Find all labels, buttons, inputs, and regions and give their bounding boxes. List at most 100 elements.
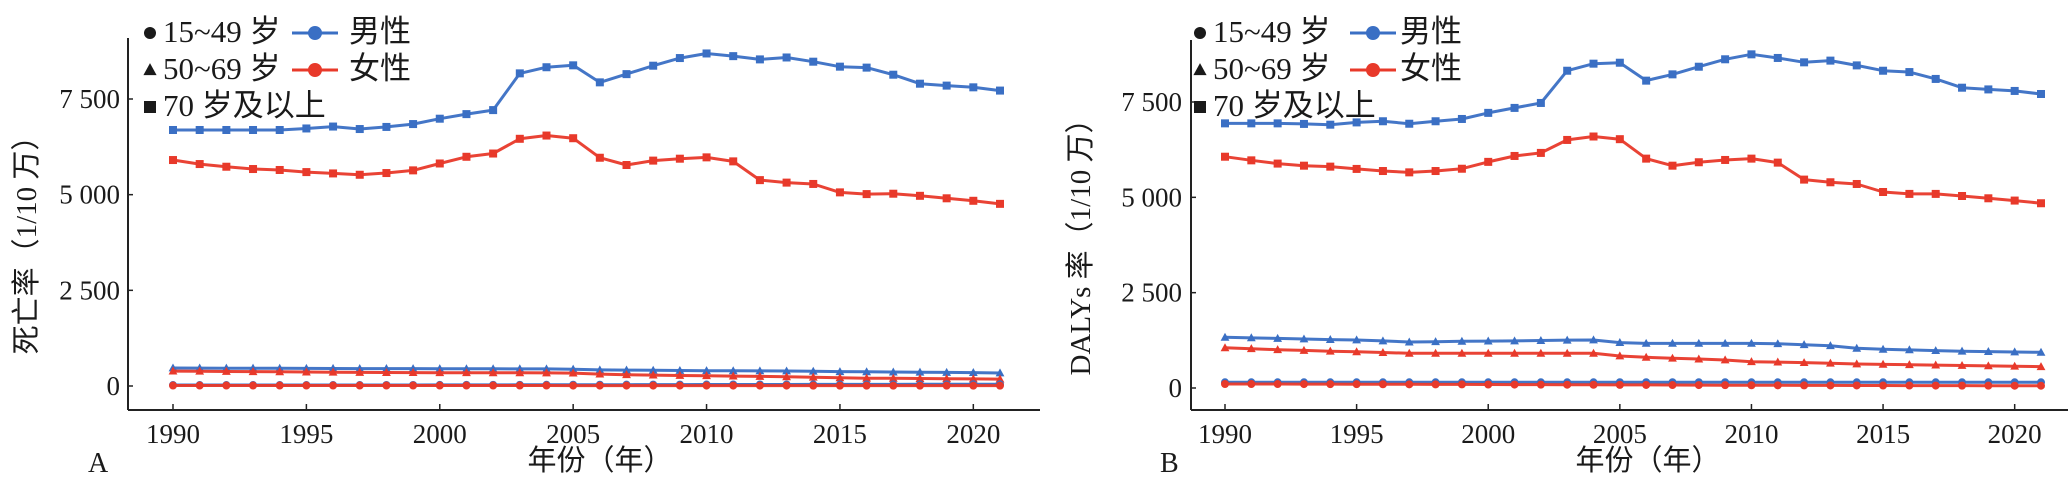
data-point — [329, 381, 338, 390]
data-point — [1879, 381, 1888, 390]
data-point — [1826, 341, 1835, 350]
legend-circle-icon — [1194, 27, 1206, 39]
y-axis-title: DALYs 率（1/10 万） — [1064, 105, 1097, 376]
y-tick-label: 0 — [1169, 373, 1183, 403]
data-point — [1642, 380, 1651, 389]
data-point — [1615, 380, 1624, 389]
data-point — [729, 381, 738, 390]
legend-sex-label: 男性 — [1400, 14, 1462, 49]
data-point — [249, 165, 258, 174]
data-point — [329, 169, 338, 178]
data-point — [728, 371, 738, 380]
data-point — [249, 381, 258, 390]
data-point — [542, 368, 551, 377]
series-female-triangle — [168, 366, 1005, 383]
data-point — [675, 381, 684, 390]
data-point — [542, 131, 551, 140]
legend-age-label: 70 岁及以上 — [1213, 88, 1376, 123]
data-point — [1799, 340, 1809, 349]
data-point — [1615, 351, 1625, 360]
y-tick-label: 7 500 — [1121, 87, 1182, 117]
data-point — [462, 368, 471, 377]
data-point — [1826, 56, 1835, 65]
data-point — [1457, 380, 1466, 389]
series-female-triangle — [1220, 343, 2046, 371]
data-point — [968, 374, 978, 383]
data-point — [168, 366, 178, 375]
legend-age-label: 70 岁及以上 — [163, 88, 326, 123]
data-point — [1221, 379, 1229, 388]
legend-circle-icon — [144, 27, 156, 39]
data-point — [1747, 50, 1756, 59]
legend-age-label: 50~69 岁 — [163, 51, 281, 86]
data-point — [1247, 119, 1256, 128]
data-point — [408, 368, 418, 377]
data-point — [915, 373, 925, 382]
data-point — [1826, 381, 1835, 390]
data-point — [1983, 347, 1993, 356]
data-point — [835, 188, 844, 197]
series-male-square — [1221, 50, 2045, 129]
data-point — [1905, 189, 1914, 198]
legend-female-dot-icon — [1366, 63, 1380, 77]
x-tick-label: 2020 — [946, 419, 1000, 449]
data-point — [755, 371, 765, 380]
data-point — [1879, 66, 1888, 75]
data-point — [1773, 357, 1783, 366]
data-point — [1457, 336, 1467, 345]
data-point — [435, 368, 445, 377]
y-tick-label: 5 000 — [59, 180, 120, 210]
data-point — [169, 381, 177, 390]
legend-square-icon — [144, 101, 156, 113]
data-point — [1694, 338, 1704, 347]
data-point — [2010, 196, 2019, 205]
data-point — [1326, 162, 1335, 171]
data-point — [489, 106, 498, 115]
data-point — [995, 368, 1005, 377]
x-tick-label: 1990 — [146, 419, 200, 449]
data-point — [862, 381, 871, 390]
data-point — [1405, 119, 1414, 128]
data-point — [1983, 361, 1993, 370]
legend-male-dot-icon — [308, 26, 322, 40]
data-point — [1773, 339, 1783, 348]
series-line — [172, 366, 1001, 375]
data-point — [862, 373, 872, 382]
data-point — [622, 370, 631, 379]
data-point — [1589, 335, 1598, 344]
legend-square-icon — [1194, 101, 1206, 113]
data-point — [1246, 344, 1256, 353]
data-point — [1431, 380, 1440, 389]
data-point — [1878, 344, 1888, 353]
data-point — [755, 176, 764, 185]
y-tick-label: 2 500 — [1121, 278, 1182, 308]
series-line — [172, 134, 1001, 206]
series-line — [1225, 382, 2041, 388]
x-tick-label: 2000 — [1461, 419, 1515, 449]
data-point — [1352, 118, 1361, 127]
data-point — [1247, 156, 1256, 165]
data-point — [2036, 347, 2046, 356]
data-point — [1484, 380, 1493, 389]
data-point — [1299, 334, 1309, 343]
data-point — [2010, 347, 2020, 356]
data-point — [835, 373, 845, 382]
data-point — [782, 372, 791, 381]
data-point — [915, 191, 924, 200]
data-point — [515, 134, 524, 143]
data-point — [355, 170, 364, 179]
data-point — [1457, 164, 1466, 173]
data-point — [275, 367, 285, 376]
data-point — [1405, 168, 1414, 177]
data-point — [729, 52, 738, 61]
data-point — [1773, 158, 1782, 167]
x-axis-title: 年份（年） — [1575, 444, 1720, 477]
data-point — [1642, 76, 1651, 85]
data-point — [1958, 381, 1967, 390]
data-point — [1589, 348, 1598, 357]
data-point — [409, 381, 418, 390]
data-point — [1221, 119, 1229, 128]
data-point — [1510, 348, 1519, 357]
data-point — [2037, 381, 2045, 390]
data-point — [435, 381, 444, 390]
